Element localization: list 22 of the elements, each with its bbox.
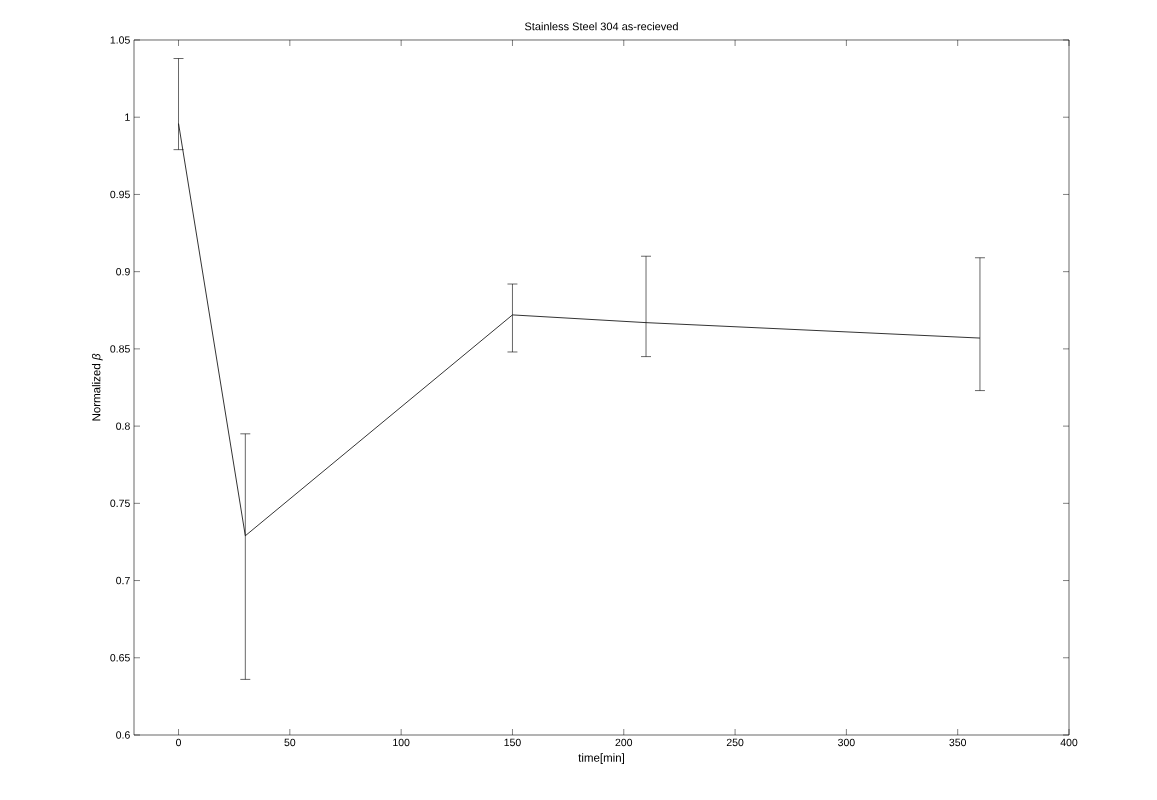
y-tick-label: 0.7	[116, 576, 130, 585]
y-tick-label: 1.05	[110, 36, 130, 44]
y-tick-label: 0.65	[110, 654, 130, 662]
y-tick-label: 0.85	[110, 345, 130, 353]
x-tick-label: 350	[949, 738, 967, 747]
chart-title: Stainless Steel 304 as-recieved	[524, 22, 678, 31]
y-tick-label: 0.6	[116, 731, 130, 739]
y-tick-label: 0.95	[110, 190, 130, 199]
x-axis-title: time[min]	[578, 753, 624, 765]
x-tick-label: 0	[176, 738, 182, 747]
y-tick-label: 1	[125, 113, 130, 121]
x-tick-label: 250	[726, 738, 744, 747]
x-tick-label: 400	[1060, 738, 1078, 747]
y-axis-title: Normalized β	[91, 353, 103, 421]
x-tick-label: 50	[284, 738, 296, 747]
x-tick-label: 300	[838, 738, 855, 747]
x-tick-label: 100	[393, 738, 410, 747]
x-tick-label: 150	[504, 738, 521, 747]
y-tick-label: 0.9	[116, 267, 130, 276]
x-tick-label: 200	[615, 738, 633, 747]
y-tick-label: 0.8	[116, 422, 130, 430]
y-tick-label: 0.75	[110, 499, 130, 508]
